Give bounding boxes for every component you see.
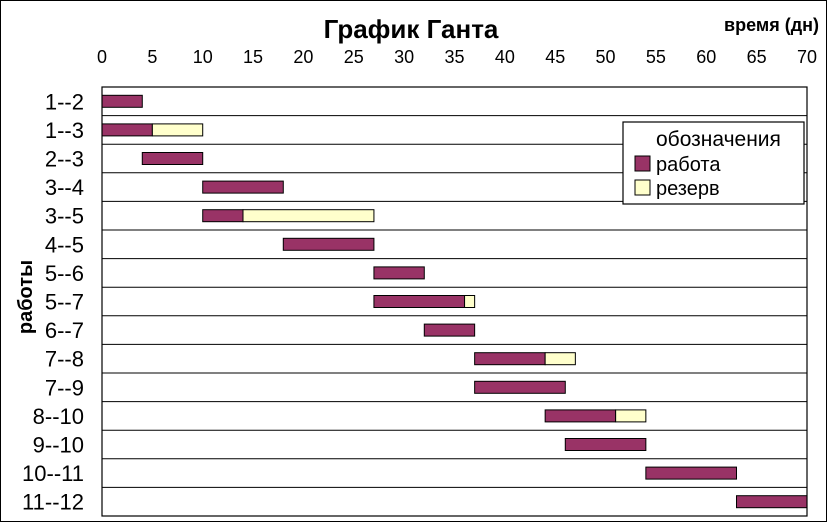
bar-work	[202, 180, 284, 194]
bar-work	[736, 495, 808, 509]
category-label: 5--7	[45, 290, 84, 315]
x-tick-labels: 0 5 10 15 20 25 30 35 40 45 50 55 60 65 70	[97, 47, 817, 67]
bar-work	[282, 237, 375, 251]
x-axis-label: время (дн)	[724, 15, 819, 35]
legend-swatch-work	[634, 155, 651, 172]
category-label: 10--11	[22, 461, 84, 486]
x-tick-label: 30	[394, 47, 414, 67]
x-tick-label: 0	[97, 47, 107, 67]
category-label: 9--10	[33, 433, 84, 458]
x-tick-label: 55	[646, 47, 666, 67]
bar-work	[564, 438, 647, 451]
category-label: 1--3	[45, 118, 84, 143]
plot-area	[101, 86, 808, 517]
category-label: 7--9	[45, 375, 84, 400]
x-tick-label: 70	[797, 47, 817, 67]
bar-work	[474, 352, 546, 366]
bar-work	[544, 409, 617, 423]
legend-title: обозначения	[656, 128, 781, 151]
bar-reserve	[615, 409, 647, 423]
category-label: 3--4	[45, 175, 84, 200]
legend: обозначения работа резерв	[622, 121, 805, 205]
legend-label-reserve: резерв	[656, 178, 720, 200]
category-labels: 1--2 1--3 2--3 3--4 3--5 4--5 5--6 5--7 6--7 7--8…	[22, 89, 84, 514]
bar-work	[141, 152, 204, 165]
x-tick-label: 15	[243, 47, 263, 67]
bar-work	[373, 266, 425, 280]
x-tick-label: 60	[696, 47, 716, 67]
x-tick-label: 40	[495, 47, 515, 67]
bar-work	[423, 323, 476, 337]
category-label: 2--3	[45, 147, 84, 172]
x-tick-label: 50	[596, 47, 616, 67]
legend-label-work: работа	[656, 154, 721, 176]
x-tick-label: 10	[193, 47, 213, 67]
x-tick-label: 20	[293, 47, 313, 67]
x-tick-label: 5	[147, 47, 157, 67]
grid-lines	[102, 115, 807, 488]
category-label: 4--5	[45, 232, 84, 257]
x-tick-label: 65	[747, 47, 767, 67]
category-label: 7--8	[45, 347, 84, 372]
category-label: 1--2	[45, 89, 84, 114]
category-label: 5--6	[45, 261, 84, 286]
bar-work	[645, 466, 737, 480]
legend-box	[622, 121, 805, 205]
category-label: 11--12	[22, 490, 84, 515]
bar-work	[202, 209, 244, 223]
bar-work	[474, 380, 566, 394]
bar-reserve	[242, 209, 375, 223]
category-label: 6--7	[45, 318, 84, 343]
category-label: 8--10	[33, 404, 84, 429]
bar-reserve	[464, 295, 476, 308]
bar-reserve	[544, 352, 576, 366]
legend-swatch-reserve	[634, 179, 651, 196]
x-tick-label: 35	[444, 47, 464, 67]
bar-work	[101, 94, 143, 108]
y-axis-label: работы	[15, 260, 37, 334]
bar-work	[373, 295, 466, 308]
category-label: 3--5	[45, 204, 84, 229]
x-tick-label: 25	[344, 47, 364, 67]
bars	[101, 94, 808, 509]
chart-title: График Ганта	[324, 14, 499, 44]
x-tick-label: 45	[545, 47, 565, 67]
bar-work	[101, 123, 153, 137]
bar-reserve	[151, 123, 204, 137]
